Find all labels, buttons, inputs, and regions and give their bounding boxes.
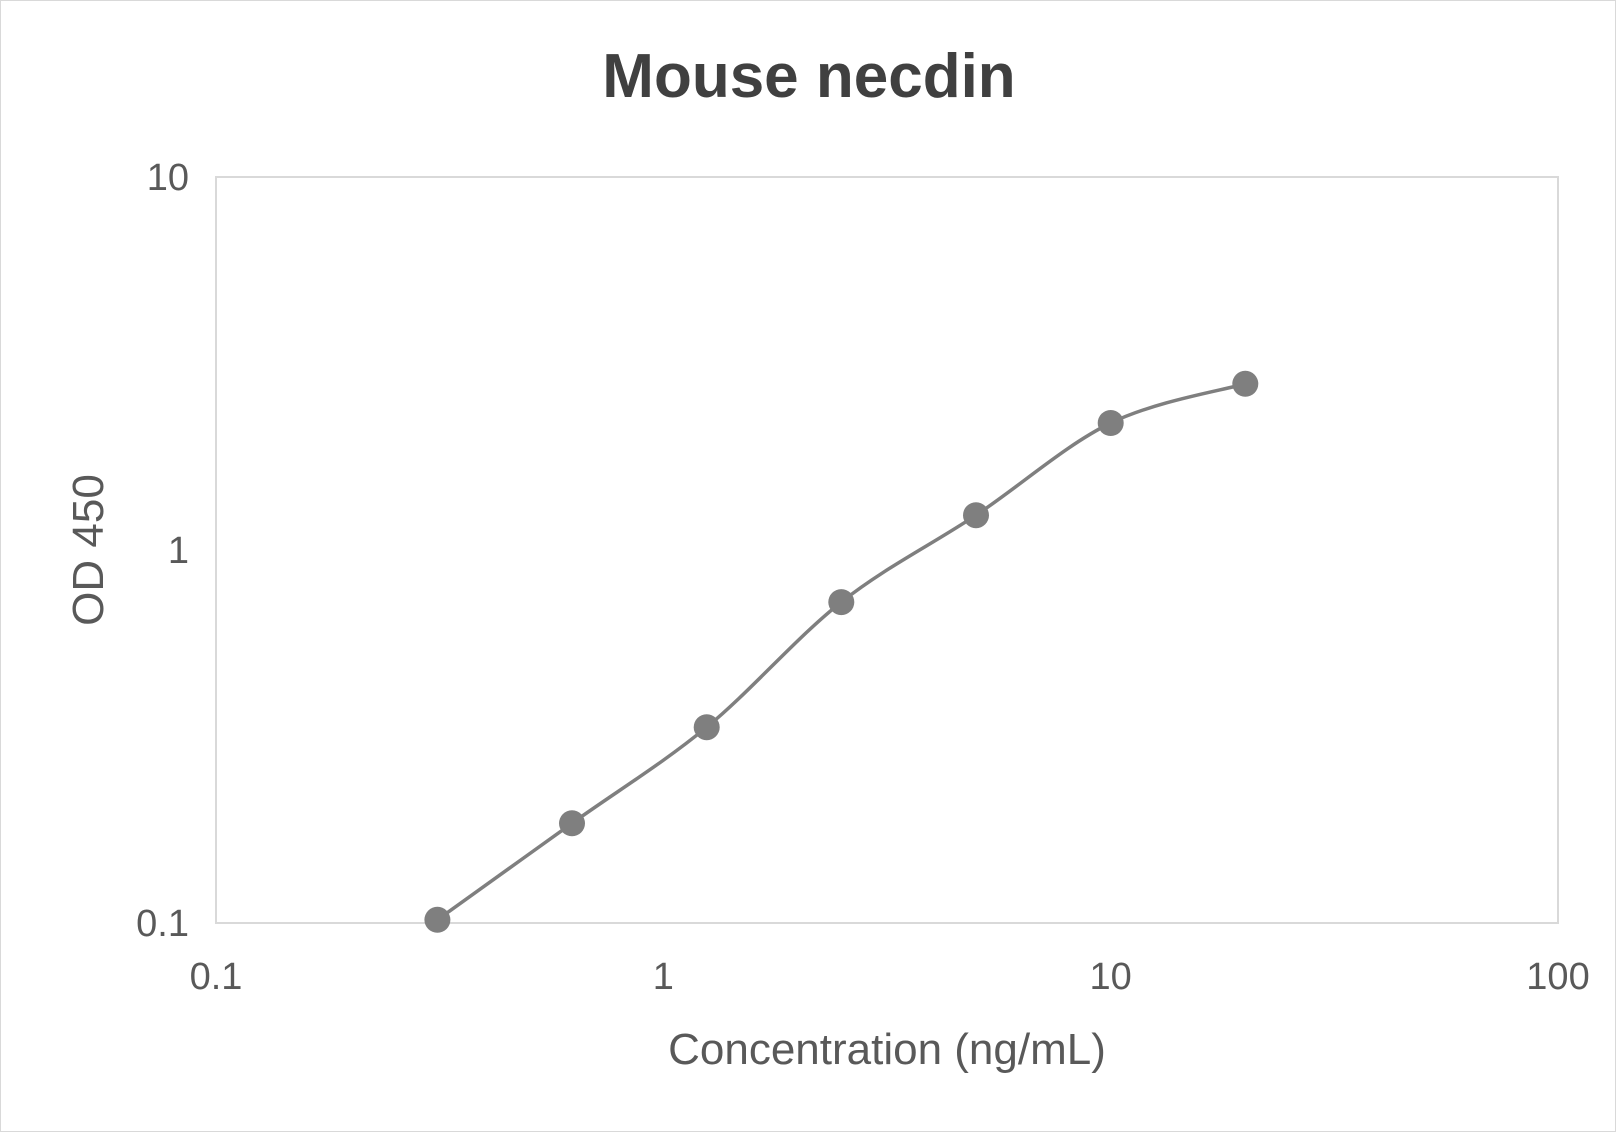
series-layer xyxy=(424,370,1259,933)
y-axis-label: OD 450 xyxy=(64,474,113,626)
y-tick-label: 1 xyxy=(168,530,189,572)
data-point xyxy=(559,810,585,837)
chart-title: Mouse necdin xyxy=(602,42,1015,111)
data-point xyxy=(828,589,855,616)
data-point xyxy=(1097,410,1124,436)
x-tick-label: 100 xyxy=(1526,956,1589,998)
data-point xyxy=(1232,370,1259,397)
x-tick-label: 10 xyxy=(1090,956,1132,998)
data-point xyxy=(424,906,451,933)
plot-area xyxy=(215,176,1559,924)
x-axis-ticks: 0.1 1 10 100 xyxy=(190,956,1590,998)
x-tick-label: 0.1 xyxy=(190,956,243,998)
data-point xyxy=(693,714,720,741)
x-tick-label: 1 xyxy=(653,956,674,998)
y-tick-label: 10 xyxy=(147,157,189,199)
y-axis-ticks: 0.1 1 10 xyxy=(136,157,189,945)
series-line xyxy=(436,382,1246,922)
x-axis-label: Concentration (ng/mL) xyxy=(668,1025,1106,1074)
data-point xyxy=(963,502,989,529)
y-tick-label: 0.1 xyxy=(136,903,189,945)
